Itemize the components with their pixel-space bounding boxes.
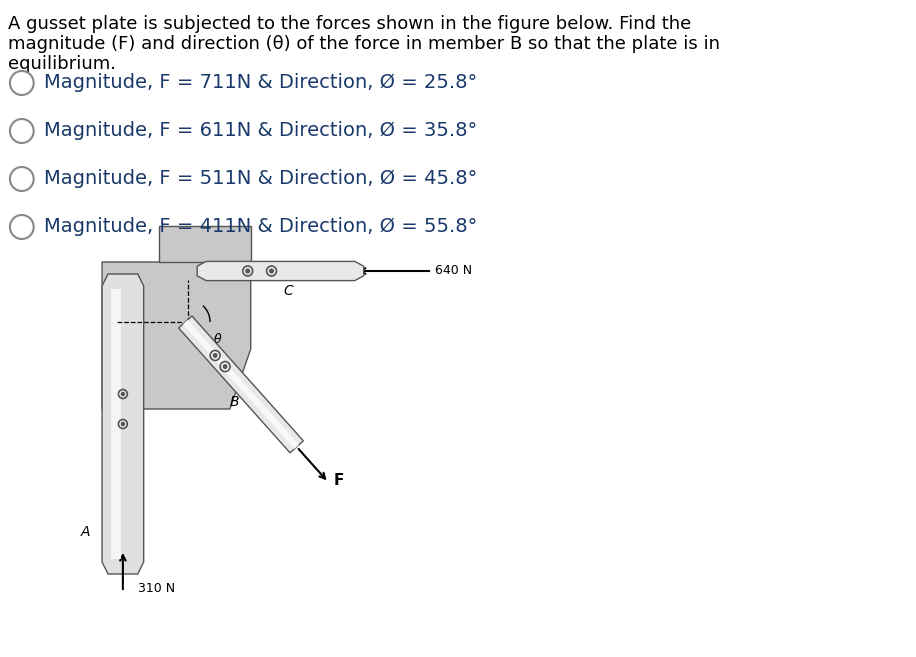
- Circle shape: [246, 269, 249, 273]
- Text: θ: θ: [213, 333, 222, 346]
- Polygon shape: [179, 316, 303, 453]
- Polygon shape: [102, 262, 251, 409]
- Circle shape: [224, 365, 227, 369]
- Polygon shape: [197, 261, 364, 281]
- Text: equilibrium.: equilibrium.: [8, 55, 116, 73]
- Text: A gusset plate is subjected to the forces shown in the figure below. Find the: A gusset plate is subjected to the force…: [8, 15, 692, 33]
- Circle shape: [122, 422, 125, 426]
- Text: Magnitude, F = 711N & Direction, Ø = 25.8°: Magnitude, F = 711N & Direction, Ø = 25.…: [44, 74, 477, 93]
- Text: 640 N: 640 N: [435, 265, 472, 277]
- Text: 310 N: 310 N: [137, 582, 175, 595]
- Text: C: C: [283, 284, 293, 298]
- Text: B: B: [229, 395, 239, 409]
- Circle shape: [213, 353, 217, 357]
- Polygon shape: [183, 320, 299, 449]
- Text: A: A: [81, 525, 90, 539]
- Circle shape: [122, 392, 125, 396]
- Text: Magnitude, F = 511N & Direction, Ø = 45.8°: Magnitude, F = 511N & Direction, Ø = 45.…: [44, 170, 477, 189]
- Text: Magnitude, F = 611N & Direction, Ø = 35.8°: Magnitude, F = 611N & Direction, Ø = 35.…: [44, 122, 477, 141]
- Polygon shape: [111, 289, 121, 559]
- Text: F: F: [333, 472, 344, 487]
- Circle shape: [269, 269, 273, 273]
- Polygon shape: [102, 274, 144, 574]
- Text: Magnitude, F = 411N & Direction, Ø = 55.8°: Magnitude, F = 411N & Direction, Ø = 55.…: [44, 217, 477, 237]
- Text: magnitude (F) and direction (θ) of the force in member B so that the plate is in: magnitude (F) and direction (θ) of the f…: [8, 35, 720, 53]
- Polygon shape: [158, 226, 251, 262]
